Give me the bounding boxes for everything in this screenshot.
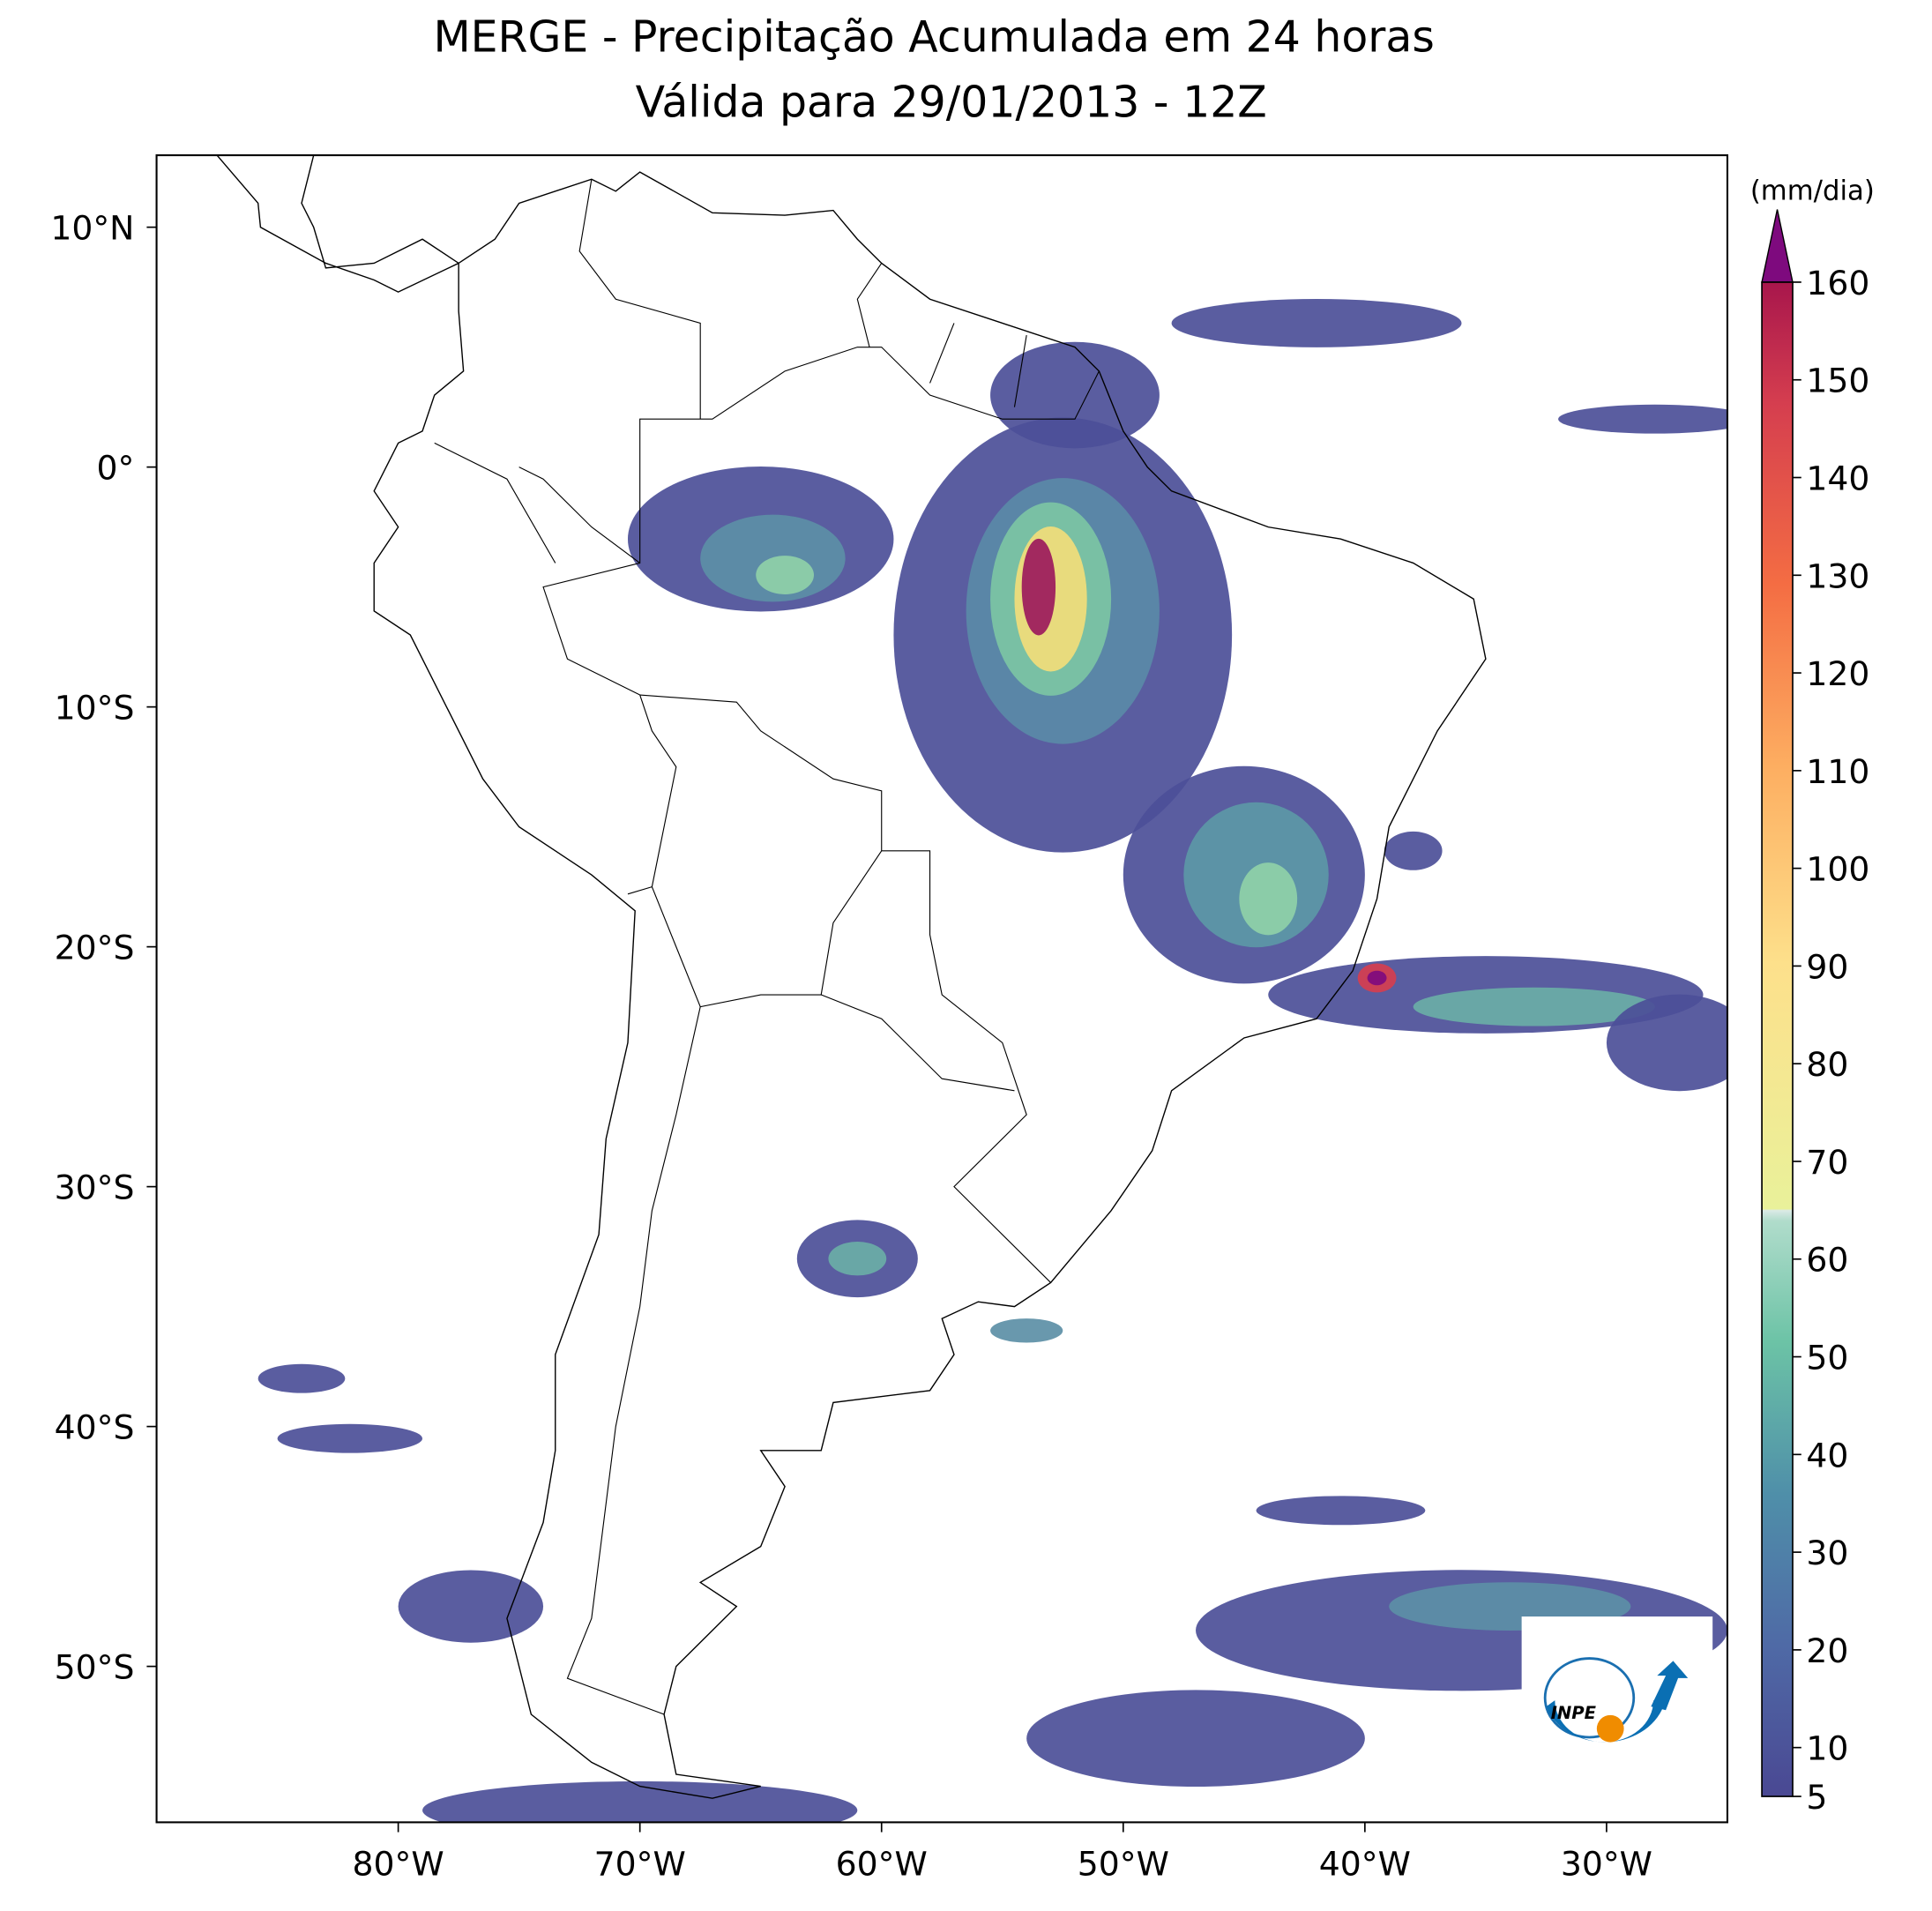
precipitation-area [1239,862,1298,936]
precipitation-area [1384,831,1443,870]
logo-background [1521,1616,1713,1774]
logo-ring [1543,1657,1636,1739]
map-layer [214,155,1727,1823]
colorbar-tick-label: 130 [1806,556,1869,595]
logo-text: INPE [1551,1703,1597,1723]
precipitation-area [1367,970,1387,986]
colorbar-tick-label: 90 [1806,947,1848,986]
y-tick-label: 40°S [55,1408,135,1447]
country-border [627,886,653,895]
country-border [856,263,883,347]
precipitation-area [398,1570,544,1643]
colorbar-tick-label: 5 [1806,1778,1827,1817]
precipitation-area [1413,987,1655,1026]
coastline [214,155,459,293]
precipitation-area [990,1318,1063,1343]
country-border [929,323,955,384]
x-tick-label: 40°W [1319,1844,1411,1883]
logo-arrow [1651,1661,1689,1711]
precipitation-area [1171,299,1462,347]
precipitation-area [277,1423,423,1453]
x-tick-label: 80°W [353,1844,444,1883]
colorbar-tick-label: 10 [1806,1729,1848,1768]
precipitation-area [257,1363,346,1393]
country-border [639,694,883,1008]
colorbar-tick-label: 60 [1806,1241,1848,1280]
colorbar [1762,281,1793,1797]
colorbar-label: (mm/dia) [1750,175,1875,206]
precipitation-area [1558,404,1727,434]
country-border [639,694,1051,1283]
x-tick-label: 50°W [1078,1844,1169,1883]
x-tick-label: 30°W [1561,1844,1652,1883]
colorbar-tick-label: 40 [1806,1436,1848,1474]
precipitation-area [990,341,1160,449]
country-border [434,442,556,564]
y-tick-label: 20°S [55,929,135,967]
colorbar-tick-label: 150 [1806,362,1869,400]
colorbar-tick-label: 140 [1806,459,1869,497]
title-line-2: Válida para 29/01/2013 - 12Z [636,78,1267,128]
country-border [1013,334,1027,407]
x-tick-label: 70°W [594,1844,686,1883]
precipitation-area [828,1242,887,1276]
colorbar-extension [1761,209,1794,283]
map-frame [155,153,1728,1824]
logo-sun [1596,1714,1624,1743]
country-border [821,994,1015,1092]
colorbar-tick-label: 50 [1806,1339,1848,1377]
country-border [518,467,641,564]
colorbar-tick-label: 160 [1806,264,1869,302]
y-tick-label: 10°N [50,209,134,248]
y-tick-label: 30°S [55,1168,135,1207]
precipitation-area [756,556,815,594]
x-tick-label: 60°W [836,1844,928,1883]
logo: INPE [1521,1616,1713,1774]
colorbar-tick-label: 120 [1806,654,1869,693]
country-border [578,179,701,420]
colorbar-tick-label: 30 [1806,1534,1848,1572]
colorbar-frame [1761,281,1794,1797]
precipitation-area [1026,1690,1365,1788]
colorbar-tick-label: 110 [1806,752,1869,791]
y-tick-label: 50°S [55,1648,135,1687]
precipitation-area [1256,1496,1426,1526]
colorbar-tick-label: 70 [1806,1143,1848,1182]
precipitation-area [1021,538,1056,636]
colorbar-tick-label: 80 [1806,1045,1848,1084]
precipitation-area [422,1780,858,1823]
precipitation-area [1606,994,1727,1092]
y-tick-label: 0° [97,449,135,488]
title-line-1: MERGE - Precipitação Acumulada em 24 hor… [433,12,1434,63]
country-border [566,1006,701,1715]
y-tick-label: 10°S [55,689,135,728]
colorbar-tick-label: 100 [1806,850,1869,889]
colorbar-tick-label: 20 [1806,1631,1848,1670]
country-border [542,347,1100,696]
